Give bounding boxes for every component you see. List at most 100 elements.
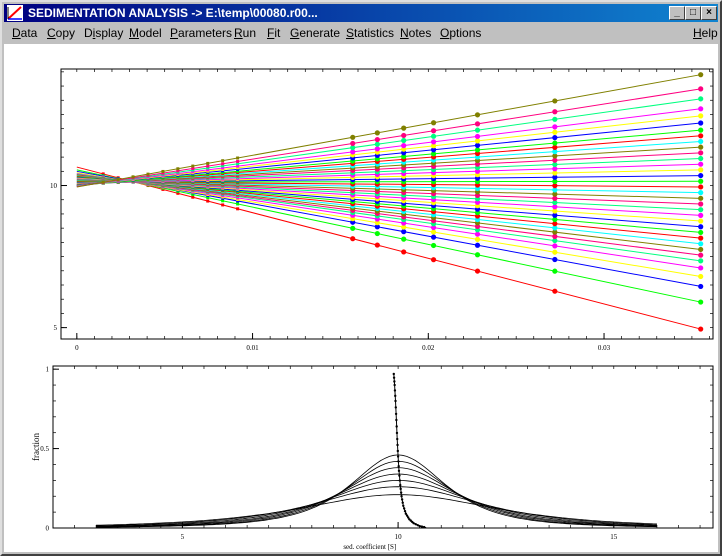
data-point xyxy=(552,288,558,294)
data-point xyxy=(401,150,407,156)
data-point xyxy=(430,128,437,134)
integral-point xyxy=(393,380,396,383)
menu-copy[interactable]: Copy xyxy=(47,26,76,40)
menu-display[interactable]: Display xyxy=(84,26,124,40)
data-point xyxy=(552,268,558,274)
integral-point xyxy=(393,383,396,387)
series-line xyxy=(76,108,701,187)
integral-curve xyxy=(392,372,427,529)
data-point xyxy=(552,98,558,104)
menu-fit[interactable]: Fit xyxy=(267,26,281,40)
integral-point xyxy=(416,523,419,527)
early-point xyxy=(236,197,240,201)
data-point xyxy=(474,133,481,140)
integral-point xyxy=(392,376,396,379)
data-point xyxy=(374,146,380,152)
data-point xyxy=(698,161,704,167)
early-point xyxy=(191,170,195,174)
data-point xyxy=(552,109,558,115)
integral-point xyxy=(396,437,399,441)
menu-options[interactable]: Options xyxy=(440,26,482,40)
early-point xyxy=(236,162,240,166)
early-point xyxy=(221,162,225,166)
early-point xyxy=(221,159,225,163)
data-point xyxy=(698,172,704,179)
data-point xyxy=(698,167,704,173)
data-point xyxy=(552,237,558,244)
integral-point xyxy=(396,455,400,458)
app-icon[interactable] xyxy=(7,5,23,21)
data-point xyxy=(698,283,704,290)
charts-canvas: 0 0.01 0.02 0.03 5 10 5 10 15 0 0.5 1 sed. coefficie… xyxy=(31,68,714,551)
data-point xyxy=(698,178,704,184)
data-point xyxy=(698,120,704,126)
integral-point xyxy=(395,431,399,435)
top-chart-y-tick-label: 10 xyxy=(50,182,58,190)
data-point xyxy=(552,195,558,201)
menu-run[interactable]: Run xyxy=(234,26,257,40)
minimize-button[interactable]: _ xyxy=(669,6,685,20)
menu-generate[interactable]: Generate xyxy=(290,26,341,40)
data-point xyxy=(698,224,704,230)
data-point xyxy=(350,149,356,155)
data-point xyxy=(552,183,558,189)
data-point xyxy=(474,142,481,148)
integral-point xyxy=(397,469,401,473)
data-point xyxy=(374,141,380,147)
distributions xyxy=(96,454,657,528)
data-point xyxy=(698,72,704,78)
series-line xyxy=(76,122,701,187)
menu-notes[interactable]: Notes xyxy=(400,26,432,40)
early-point xyxy=(176,167,180,171)
menu-statistics[interactable]: Statistics xyxy=(346,26,395,40)
close-button[interactable]: × xyxy=(701,6,717,20)
data-point xyxy=(552,229,558,235)
early-point xyxy=(236,167,240,171)
data-point xyxy=(552,178,558,185)
early-point xyxy=(206,168,210,172)
menu-help[interactable]: Help xyxy=(693,26,718,40)
early-point xyxy=(191,168,195,172)
data-point xyxy=(552,129,558,135)
maximize-button[interactable]: □ xyxy=(685,6,701,20)
early-point xyxy=(206,166,210,170)
data-point xyxy=(474,268,481,274)
data-point xyxy=(698,212,704,218)
integral-point xyxy=(394,394,397,398)
data-point xyxy=(552,243,558,249)
integral-point xyxy=(422,525,426,529)
data-point xyxy=(552,249,558,255)
early-point xyxy=(221,164,225,168)
data-point xyxy=(698,299,704,305)
data-point xyxy=(698,258,704,264)
data-point xyxy=(698,155,704,162)
series-2 xyxy=(76,169,704,305)
distribution-curve-7 xyxy=(96,454,657,528)
data-point xyxy=(698,184,704,190)
integral-point xyxy=(392,372,395,376)
menu-model[interactable]: Model xyxy=(129,26,162,40)
data-point xyxy=(401,249,407,255)
series-line xyxy=(76,140,701,186)
data-point xyxy=(698,241,704,247)
series-line xyxy=(76,166,701,330)
integral-point xyxy=(399,483,402,487)
early-point xyxy=(116,178,120,182)
data-point xyxy=(552,256,558,263)
data-point xyxy=(552,116,558,122)
data-point xyxy=(552,221,558,227)
data-point xyxy=(698,201,704,207)
data-point xyxy=(401,142,407,149)
menu-data[interactable]: Data xyxy=(12,26,38,40)
x-axis-label: sed. coefficient [S] xyxy=(343,543,396,551)
data-point xyxy=(474,147,481,153)
menu-parameters[interactable]: Parameters xyxy=(170,26,233,40)
data-point xyxy=(430,224,437,231)
data-point xyxy=(552,225,558,231)
data-point xyxy=(552,212,558,218)
title-bar[interactable]: SEDIMENTATION ANALYSIS -> E:\temp\00080.… xyxy=(4,4,718,22)
data-point xyxy=(552,199,558,206)
series-line xyxy=(76,129,701,187)
integral-point xyxy=(395,425,398,428)
